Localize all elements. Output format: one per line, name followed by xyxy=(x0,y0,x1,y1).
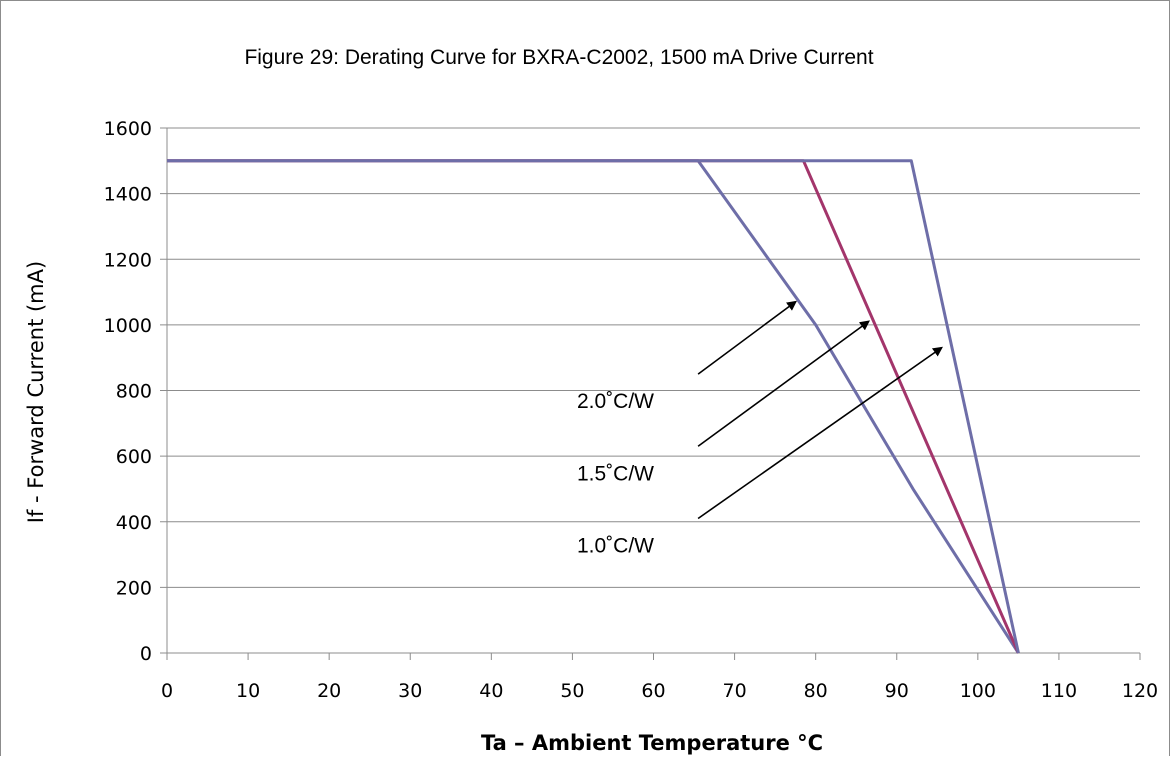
x-tick-label: 30 xyxy=(398,680,422,702)
x-tick-label: 50 xyxy=(560,680,584,702)
x-tick-label: 110 xyxy=(1041,680,1077,702)
x-tick-label: 120 xyxy=(1122,680,1158,702)
x-tick-label: 10 xyxy=(236,680,260,702)
annotations: 2.0˚C/W 1.5˚C/W 1.0˚C/W xyxy=(577,300,943,557)
x-tick-label: 90 xyxy=(885,680,909,702)
annotation-label: 1.5˚C/W xyxy=(577,462,654,485)
y-tick-label: 800 xyxy=(116,381,152,403)
axes: 0 200 400 600 800 1000 1200 1400 1600 0 10 20 30 40 50… xyxy=(104,118,1158,702)
chart-title: Figure 29: Derating Curve for BXRA-C2002… xyxy=(244,46,873,69)
y-tick-label: 600 xyxy=(116,446,152,468)
x-tick-label: 70 xyxy=(722,680,746,702)
y-tick-label: 0 xyxy=(140,643,152,665)
y-tick-label: 1600 xyxy=(104,118,152,140)
annotation-arrow xyxy=(697,320,870,447)
x-tick-label: 80 xyxy=(804,680,828,702)
annotation-arrow xyxy=(697,300,798,375)
x-tick-label: 0 xyxy=(161,680,173,702)
x-tick-label: 20 xyxy=(317,680,341,702)
x-axis-label: Ta – Ambient Temperature °C xyxy=(481,731,823,755)
x-tick-label: 40 xyxy=(479,680,503,702)
y-tick-label: 1000 xyxy=(104,315,152,337)
y-tick-label: 1400 xyxy=(104,184,152,206)
series-layer xyxy=(167,159,1020,654)
grid xyxy=(167,127,1140,588)
x-tick-label: 60 xyxy=(641,680,665,702)
annotation-label: 1.0˚C/W xyxy=(577,534,654,557)
annotation-arrow xyxy=(697,346,943,520)
y-tick-label: 400 xyxy=(116,512,152,534)
y-tick-label: 1200 xyxy=(104,249,152,271)
y-axis-label: If - Forward Current (mA) xyxy=(24,261,48,523)
y-tick-label: 200 xyxy=(116,577,152,599)
series-line-3 xyxy=(167,159,1020,654)
x-tick-label: 100 xyxy=(960,680,996,702)
annotation-label: 2.0˚C/W xyxy=(577,390,654,413)
